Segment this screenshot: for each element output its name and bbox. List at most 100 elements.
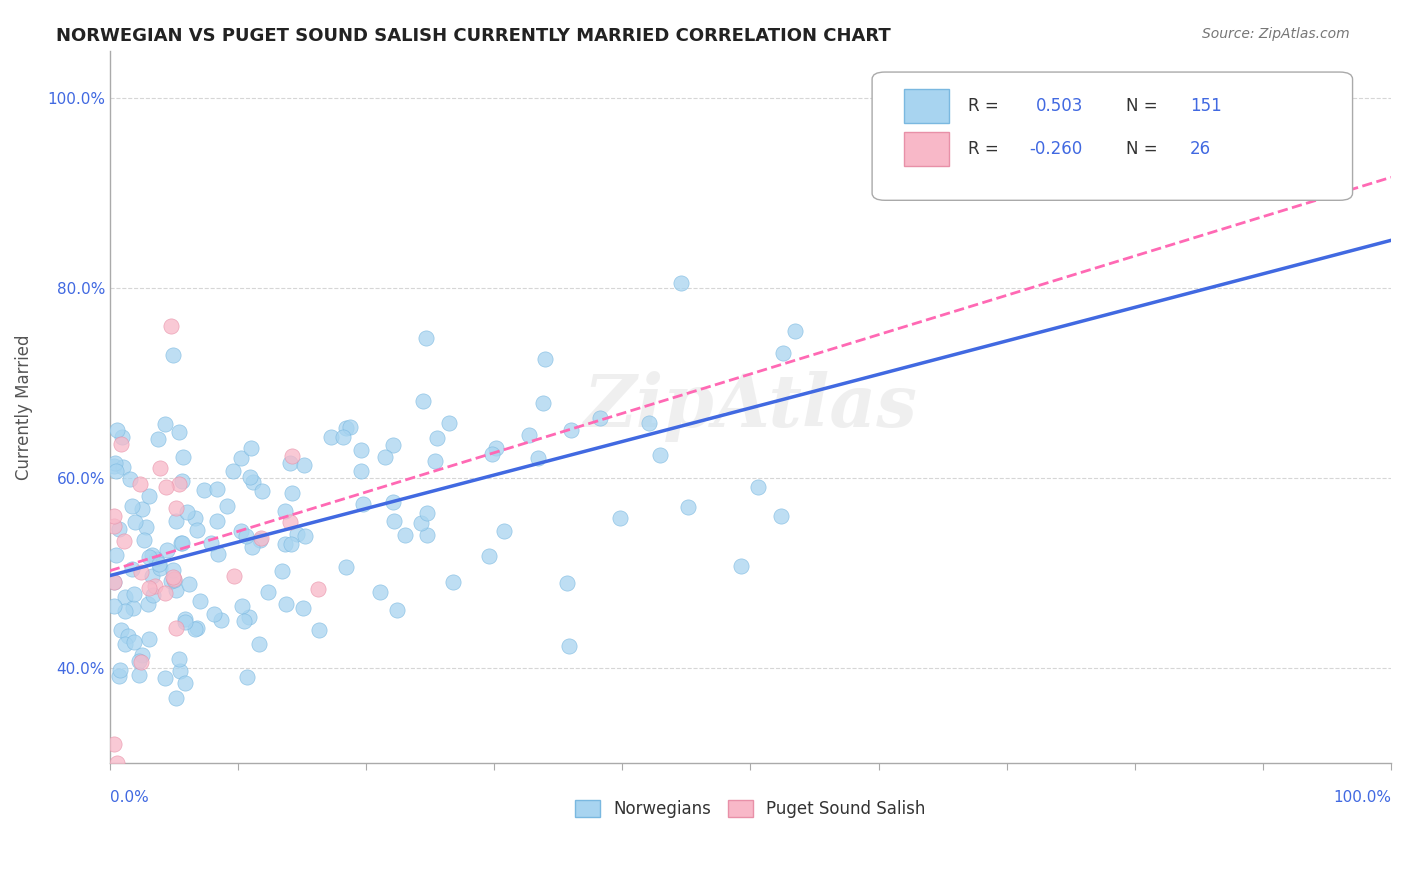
Point (138, 549, 160, 564)
Point (382, 438, 405, 452)
Point (124, 587, 146, 601)
Point (105, 548, 128, 562)
Point (172, 450, 194, 464)
Point (589, 411, 612, 425)
Point (122, 635, 145, 649)
Point (169, 425, 191, 439)
Point (271, 564, 294, 578)
Point (200, 536, 222, 550)
Point (350, 464, 373, 478)
Point (129, 655, 152, 669)
Point (153, 586, 176, 600)
Point (249, 533, 271, 548)
Point (481, 447, 503, 461)
Point (426, 431, 449, 445)
Point (110, 623, 132, 637)
Point (249, 531, 271, 545)
Point (132, 533, 155, 548)
Text: 26: 26 (1189, 140, 1211, 158)
Point (278, 456, 301, 470)
Point (188, 594, 211, 608)
Point (280, 537, 302, 551)
Point (103, 575, 125, 590)
Point (105, 756, 128, 771)
Point (121, 562, 143, 576)
Point (105, 423, 128, 437)
Text: R =: R = (969, 140, 1004, 158)
Point (135, 520, 157, 534)
Point (531, 396, 554, 410)
Point (122, 601, 145, 615)
Text: 0.503: 0.503 (1036, 97, 1084, 115)
Point (215, 499, 238, 513)
Point (205, 514, 228, 528)
Point (183, 510, 205, 524)
Point (411, 516, 433, 530)
Point (239, 470, 262, 484)
Point (560, 423, 582, 437)
Text: N =: N = (1126, 140, 1163, 158)
Point (257, 585, 280, 599)
FancyBboxPatch shape (904, 132, 949, 166)
Point (416, 506, 439, 520)
Point (247, 637, 270, 651)
Point (370, 585, 392, 599)
Point (165, 690, 187, 705)
Text: 151: 151 (1189, 97, 1222, 115)
Point (174, 612, 197, 626)
Point (231, 599, 253, 614)
Point (339, 420, 361, 434)
Point (128, 668, 150, 682)
Point (184, 622, 207, 636)
Point (159, 574, 181, 588)
Point (108, 522, 131, 536)
Point (103, 574, 125, 589)
Point (141, 548, 163, 562)
Point (374, 450, 396, 465)
Point (110, 437, 132, 451)
Point (415, 330, 437, 344)
Point (287, 527, 309, 541)
Point (278, 515, 301, 529)
Point (186, 523, 208, 537)
Point (205, 482, 228, 496)
Point (153, 671, 176, 685)
Point (124, 515, 146, 529)
FancyBboxPatch shape (904, 89, 949, 123)
Point (146, 432, 169, 446)
Point (352, 497, 374, 511)
Point (145, 552, 167, 566)
Point (412, 394, 434, 409)
Point (118, 472, 141, 486)
Point (170, 536, 193, 550)
Point (308, 623, 330, 637)
Point (156, 543, 179, 558)
Point (229, 524, 252, 539)
Point (931, 124, 953, 138)
Y-axis label: Currently Married: Currently Married (15, 334, 32, 480)
FancyBboxPatch shape (872, 72, 1353, 201)
Point (138, 582, 160, 596)
Point (229, 451, 252, 466)
Point (478, 549, 501, 564)
Point (143, 579, 166, 593)
Point (534, 351, 557, 366)
Point (239, 442, 262, 456)
Point (382, 515, 405, 529)
Point (221, 464, 243, 478)
Point (335, 420, 357, 434)
Point (423, 454, 446, 468)
Point (202, 607, 225, 621)
Point (416, 527, 439, 541)
Point (114, 637, 136, 651)
Point (149, 461, 172, 475)
Point (207, 547, 229, 561)
Point (385, 603, 408, 617)
Point (128, 654, 150, 668)
Point (136, 597, 159, 611)
Point (772, 345, 794, 359)
Point (382, 494, 405, 508)
Point (176, 505, 198, 519)
Text: 0.0%: 0.0% (110, 790, 149, 805)
Point (149, 560, 172, 574)
